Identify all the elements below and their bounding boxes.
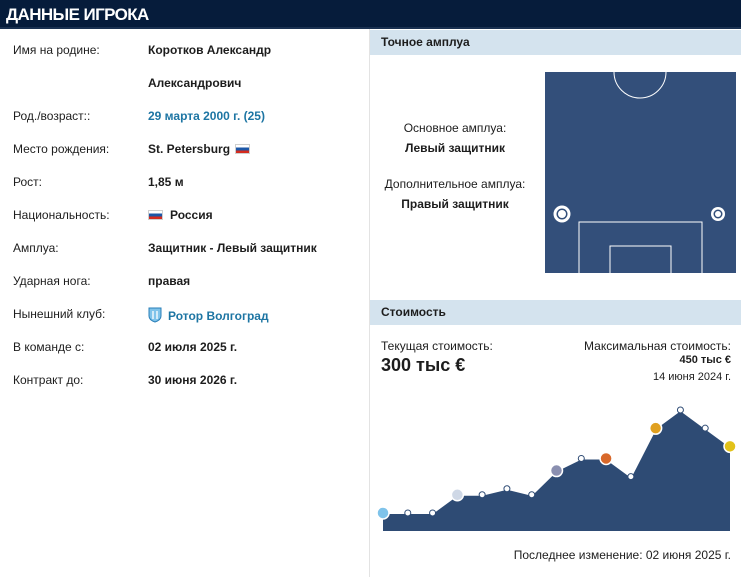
value-point[interactable]: [627, 473, 635, 481]
last-change-text: Последнее изменение: 02 июня 2025 г.: [513, 548, 731, 562]
value-point[interactable]: [528, 491, 536, 499]
info-value: Александрович: [148, 76, 242, 90]
info-value: St. Petersburg: [148, 142, 231, 156]
info-row-native-name-cont: Александрович: [13, 76, 363, 96]
club-badge-point[interactable]: [549, 463, 564, 478]
current-value-label: Текущая стоимость:: [381, 339, 493, 353]
market-value-points: [376, 406, 737, 520]
club-name[interactable]: Ротор Волгоград: [168, 309, 269, 323]
info-label: Контракт до:: [13, 373, 84, 387]
info-row-birthplace: Место рождения: St. Petersburg: [13, 142, 363, 162]
info-row-nationality: Национальность: Россия: [13, 208, 363, 228]
info-row-native-name: Имя на родине: Коротков Александр: [13, 43, 363, 63]
info-value: 30 июня 2026 г.: [148, 373, 238, 387]
other-position-value: Правый защитник: [401, 197, 509, 211]
club-badge-point[interactable]: [648, 421, 663, 435]
club-badge-point[interactable]: [376, 506, 390, 520]
position-panel-header: Точное амплуа: [370, 30, 741, 55]
value-point[interactable]: [503, 485, 511, 493]
russia-flag-icon: [148, 210, 163, 220]
value-point[interactable]: [478, 491, 486, 499]
club-link[interactable]: Ротор Волгоград: [148, 307, 269, 323]
info-value: 02 июля 2025 г.: [148, 340, 238, 354]
info-label: Нынешний клуб:: [13, 307, 106, 321]
info-label: Род./возраст::: [13, 109, 91, 123]
info-label: Амплуа:: [13, 241, 59, 255]
info-label: Ударная нога:: [13, 274, 91, 288]
russia-flag-icon: [235, 144, 251, 154]
value-point[interactable]: [404, 509, 412, 517]
info-row-foot: Ударная нога: правая: [13, 274, 363, 294]
club-crest-icon: [148, 307, 162, 323]
position-panel-title: Точное амплуа: [381, 35, 470, 49]
info-row-club: Нынешний клуб: Ротор Волгоград: [13, 307, 363, 327]
info-label: Место рождения:: [13, 142, 110, 156]
value-panel-header: Стоимость: [370, 300, 741, 325]
club-badge-point[interactable]: [723, 439, 737, 454]
info-label: Имя на родине:: [13, 43, 100, 57]
info-label: В команде с:: [13, 340, 85, 354]
main-position: Основное амплуа: Левый защитник: [370, 121, 540, 155]
info-value-wrap: Россия: [148, 208, 213, 222]
info-row-birth: Род./возраст:: 29 марта 2000 г. (25): [13, 109, 363, 129]
other-position-label: Дополнительное амплуа:: [384, 177, 526, 191]
info-label: Национальность:: [13, 208, 110, 222]
max-value-label: Максимальная стоимость:: [584, 339, 731, 353]
info-value: Защитник - Левый защитник: [148, 241, 317, 255]
market-value-area: [383, 410, 730, 531]
value-panel-title: Стоимость: [381, 305, 446, 319]
value-point[interactable]: [429, 509, 437, 517]
pitch-field: [544, 71, 737, 274]
birthdate-link[interactable]: 29 марта 2000 г. (25): [148, 109, 265, 123]
value-point[interactable]: [577, 454, 585, 462]
info-value: Коротков Александр: [148, 43, 272, 57]
info-row-position: Амплуа: Защитник - Левый защитник: [13, 241, 363, 261]
value-point[interactable]: [701, 424, 709, 432]
club-badge-point[interactable]: [599, 451, 613, 466]
page-title: ДАННЫЕ ИГРОКА: [6, 5, 149, 24]
main-position-value: Левый защитник: [405, 141, 505, 155]
info-label: Рост:: [13, 175, 42, 189]
pitch-center-circle: [613, 71, 667, 99]
info-value: 1,85 м: [148, 175, 184, 189]
current-value: 300 тыс €: [381, 355, 466, 375]
value-point[interactable]: [676, 406, 684, 414]
pitch-penalty-box: [578, 221, 703, 274]
info-value: Россия: [170, 208, 213, 222]
info-value: правая: [148, 274, 191, 288]
info-value-wrap: St. Petersburg: [148, 142, 251, 156]
info-row-joined: В команде с: 02 июля 2025 г.: [13, 340, 363, 360]
info-row-contract: Контракт до: 30 июня 2026 г.: [13, 373, 363, 393]
main-position-label: Основное амплуа:: [403, 121, 507, 135]
club-badge-point[interactable]: [450, 488, 465, 502]
pitch-goal-box: [609, 245, 672, 274]
market-value-chart[interactable]: [370, 395, 741, 540]
page-header: ДАННЫЕ ИГРОКА: [0, 0, 741, 29]
info-row-height: Рост: 1,85 м: [13, 175, 363, 195]
column-divider: [369, 29, 370, 577]
other-position: Дополнительное амплуа: Правый защитник: [370, 177, 540, 211]
pitch-diagram: [544, 71, 737, 274]
max-value-date: 14 июня 2024 г.: [652, 371, 731, 383]
max-value: 450 тыс €: [679, 354, 731, 366]
